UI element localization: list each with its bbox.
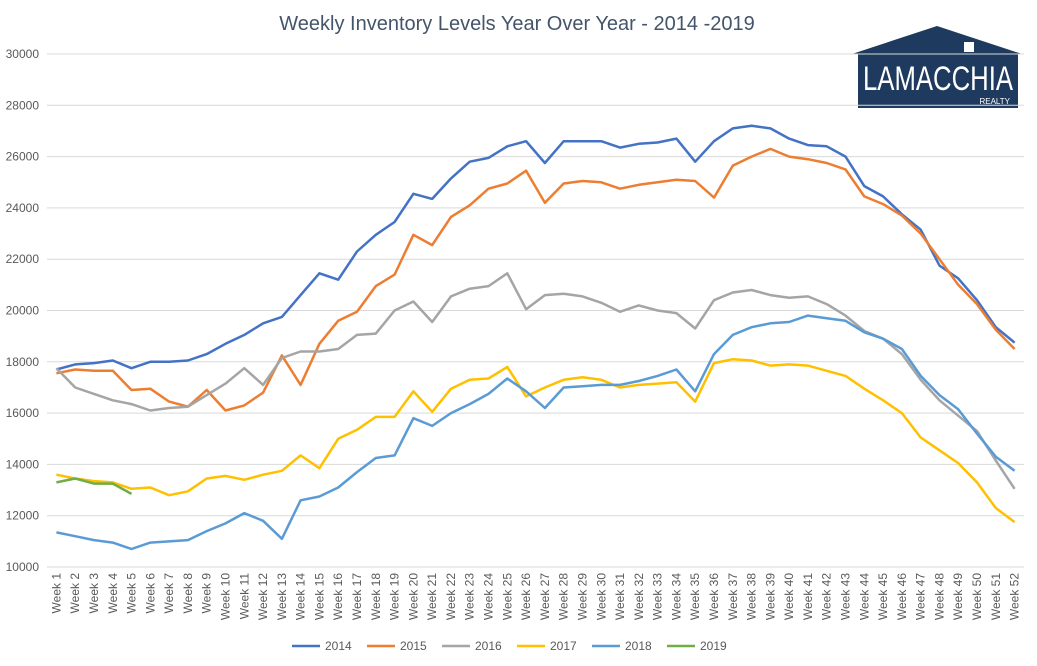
x-tick-label: Week 52: [1008, 573, 1022, 620]
x-tick-label: Week 22: [444, 573, 458, 620]
x-tick-label: Week 34: [669, 573, 683, 620]
x-tick-label: Week 20: [406, 573, 420, 620]
legend-label: 2018: [625, 639, 652, 653]
logo-box: [858, 54, 1018, 108]
x-tick-label: Week 46: [895, 573, 909, 620]
x-tick-label: Week 29: [575, 573, 589, 620]
x-tick-label: Week 41: [801, 573, 815, 620]
x-tick-label: Week 5: [125, 573, 139, 614]
y-tick-label: 18000: [6, 355, 40, 369]
x-tick-label: Week 33: [651, 573, 665, 620]
x-tick-label: Week 26: [519, 573, 533, 620]
x-tick-label: Week 39: [763, 573, 777, 620]
x-tick-label: Week 50: [970, 573, 984, 620]
y-tick-label: 16000: [6, 406, 40, 420]
x-tick-label: Week 42: [820, 573, 834, 620]
x-tick-label: Week 1: [49, 573, 63, 614]
series-line: [56, 314, 1016, 551]
legend-label: 2016: [475, 639, 502, 653]
x-tick-label: Week 8: [181, 573, 195, 614]
x-tick-label: Week 36: [707, 573, 721, 620]
series-line: [56, 357, 1016, 524]
y-tick-label: 10000: [6, 560, 40, 574]
y-tick-label: 28000: [6, 98, 40, 112]
y-tick-label: 24000: [6, 201, 40, 215]
logo-tagline: REALTY: [979, 97, 1010, 106]
y-tick-label: 14000: [6, 457, 40, 471]
x-tick-label: Week 38: [745, 573, 759, 620]
x-tick-label: Week 15: [312, 573, 326, 620]
x-tick-label: Week 30: [594, 573, 608, 620]
logo-window: [964, 42, 974, 52]
x-tick-label: Week 10: [218, 573, 232, 620]
x-tick-label: Week 27: [538, 573, 552, 620]
x-tick-label: Week 40: [782, 573, 796, 620]
series-line: [56, 147, 1016, 412]
x-tick-label: Week 19: [388, 573, 402, 620]
x-tick-label: Week 47: [914, 573, 928, 620]
x-tick-label: Week 7: [162, 573, 176, 614]
x-tick-label: Week 9: [200, 573, 214, 614]
x-tick-label: Week 24: [482, 573, 496, 620]
x-tick-label: Week 32: [632, 573, 646, 620]
legend-label: 2019: [700, 639, 727, 653]
x-tick-label: Week 12: [256, 573, 270, 620]
legend-label: 2017: [550, 639, 577, 653]
x-tick-label: Week 18: [369, 573, 383, 620]
series-line: [55, 272, 1016, 490]
x-tick-label: Week 13: [275, 573, 289, 620]
x-tick-label: Week 21: [425, 573, 439, 620]
x-tick-label: Week 23: [463, 573, 477, 620]
y-tick-label: 12000: [6, 509, 40, 523]
y-tick-label: 30000: [6, 47, 40, 61]
x-tick-label: Week 37: [726, 573, 740, 620]
x-tick-label: Week 11: [237, 573, 251, 620]
logo: LAMACCHIA REALTY: [852, 26, 1022, 108]
x-tick-label: Week 49: [951, 573, 965, 620]
x-tick-label: Week 43: [839, 573, 853, 620]
series-line: [56, 124, 1016, 371]
x-tick-label: Week 44: [857, 573, 871, 620]
series-line: [56, 477, 133, 495]
x-tick-label: Week 51: [989, 573, 1003, 620]
x-tick-label: Week 45: [876, 573, 890, 620]
x-tick-label: Week 16: [331, 573, 345, 620]
x-tick-label: Week 14: [294, 573, 308, 620]
x-tick-label: Week 35: [688, 573, 702, 620]
y-tick-label: 20000: [6, 304, 40, 318]
logo-roof: [852, 26, 1022, 54]
legend-label: 2014: [325, 639, 352, 653]
y-tick-label: 26000: [6, 150, 40, 164]
x-tick-label: Week 31: [613, 573, 627, 620]
chart-title: Weekly Inventory Levels Year Over Year -…: [279, 13, 754, 35]
legend-label: 2015: [400, 639, 427, 653]
y-tick-label: 22000: [6, 252, 40, 266]
x-tick-label: Week 48: [932, 573, 946, 620]
x-tick-label: Week 28: [557, 573, 571, 620]
x-tick-label: Week 6: [143, 573, 157, 614]
x-tick-label: Week 4: [106, 573, 120, 614]
logo-name: LAMACCHIA: [863, 60, 1013, 98]
x-tick-label: Week 3: [87, 573, 101, 614]
x-tick-label: Week 25: [500, 573, 514, 620]
x-tick-label: Week 2: [68, 573, 82, 614]
x-tick-label: Week 17: [350, 573, 364, 620]
